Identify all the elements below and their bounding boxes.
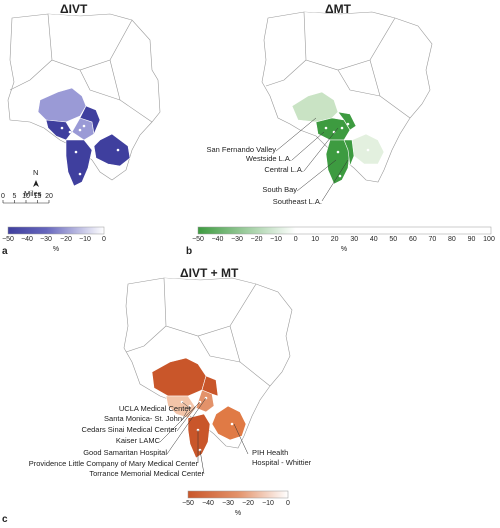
legend-c-bar (187, 490, 289, 499)
legend-b-tick: 20 (330, 236, 339, 243)
legend-b-tick: 70 (428, 236, 437, 243)
mt-hospital-dots (324, 122, 370, 178)
legend-b-tick: −50 (192, 236, 204, 243)
legend-c-tick: −10 (262, 500, 274, 507)
hospital-label-torrance: Torrance Memorial Medical Center (89, 469, 204, 478)
legend-b-tick: −20 (250, 236, 263, 243)
scale-tick: 0 (1, 193, 5, 200)
legend-b-tick: 40 (369, 236, 378, 243)
north-arrow (33, 180, 39, 187)
ivt-region-sfv (37, 87, 87, 123)
mt-leader-lines (275, 117, 349, 202)
legend-b-tick: 10 (311, 236, 320, 243)
legend-a-tick: −50 (2, 236, 14, 243)
legend-b-bar (197, 226, 492, 235)
legend-c-tick: −30 (222, 500, 234, 507)
combo-region-southbay (187, 413, 211, 459)
combo-region-east (201, 375, 219, 397)
mt-region-central (337, 111, 357, 131)
legend-c-tick: −40 (202, 500, 214, 507)
region-label-southeast: Southeast L.A. (272, 197, 322, 206)
hospital-label-providence: Providence Little Company of Mary Medica… (28, 459, 198, 468)
hospital-label-ucla: UCLA Medical Center (118, 404, 191, 413)
legend-b-tick: 50 (389, 236, 398, 243)
panel-c-title: ΔIVT + MT (180, 266, 239, 280)
hospital-label-good-samaritan: Good Samaritan Hospital (83, 448, 167, 457)
panel-b-title: ΔMT (325, 2, 351, 16)
panel-a-title: ΔIVT (60, 2, 88, 16)
miles-label: Miles (24, 189, 42, 198)
scale-bar (2, 200, 50, 204)
mt-regions (291, 91, 385, 185)
legend-b-tick: −10 (270, 236, 282, 243)
region-label-sfv: San Fernando Valley (206, 145, 277, 154)
scale-tick: 5 (12, 193, 17, 200)
combo-leader-lines (159, 397, 249, 475)
ivt-region-southbay (65, 139, 93, 187)
scale-tick: 20 (45, 193, 53, 200)
panel-a-letter: a (2, 246, 8, 257)
hospital-label-kaiser: Kaiser LAMC (115, 436, 160, 445)
legend-a-tick: −30 (40, 236, 52, 243)
legend-b-tick: 100 (483, 236, 495, 243)
legend-b-tick: 30 (350, 236, 359, 243)
mt-region-southeast (343, 139, 355, 167)
map-a (7, 13, 161, 181)
legend-c-tick: 0 (286, 500, 290, 507)
legend-a-bar (7, 226, 105, 235)
map-b (261, 11, 433, 183)
hospital-label-santa-monica: Santa Monica- St. John (104, 414, 182, 423)
legend-c-tick: −50 (182, 500, 194, 507)
region-label-southbay: South Bay (262, 185, 297, 194)
hospital-label-pih-2: Hospital - Whittier (252, 458, 312, 467)
legend-b-tick: −30 (231, 236, 243, 243)
legend-a-tick: 0 (102, 236, 106, 243)
panel-b-letter: b (186, 246, 193, 257)
legend-c-unit: % (234, 510, 242, 517)
ivt-regions (37, 87, 131, 187)
legend-a-unit: % (52, 246, 60, 253)
legend-a-tick: −20 (60, 236, 72, 243)
legend-c-tick: −20 (242, 500, 254, 507)
legend-a-tick: −40 (21, 236, 33, 243)
region-label-westside: Westside L.A. (245, 154, 292, 163)
ivt-region-east (79, 105, 101, 136)
region-label-central: Central L.A. (264, 165, 304, 174)
ivt-region-southeast (93, 133, 131, 167)
legend-b-unit: % (340, 246, 348, 253)
ivt-hospital-dots (60, 124, 120, 176)
scale-tick: 15 (33, 193, 42, 200)
legend-a-tick: −10 (79, 236, 91, 243)
legend-b-tick: 0 (293, 236, 298, 243)
mt-region-westside (315, 117, 351, 141)
scale-tick: 10 (22, 193, 30, 200)
hospital-label-pih-1: PIH Health (252, 448, 289, 457)
panel-c-letter: c (2, 514, 8, 525)
legend-b-tick: −40 (211, 236, 224, 243)
legend-b-tick: 80 (447, 236, 456, 243)
legend-b-tick: 60 (408, 236, 417, 243)
north-label: N (33, 168, 39, 177)
combo-region-central (195, 389, 215, 413)
hospital-label-cedars: Cedars Sinai Medical Center (81, 425, 177, 434)
county-outline-b (261, 11, 433, 183)
map-c (123, 277, 293, 449)
legend-b-tick: 90 (467, 236, 476, 243)
